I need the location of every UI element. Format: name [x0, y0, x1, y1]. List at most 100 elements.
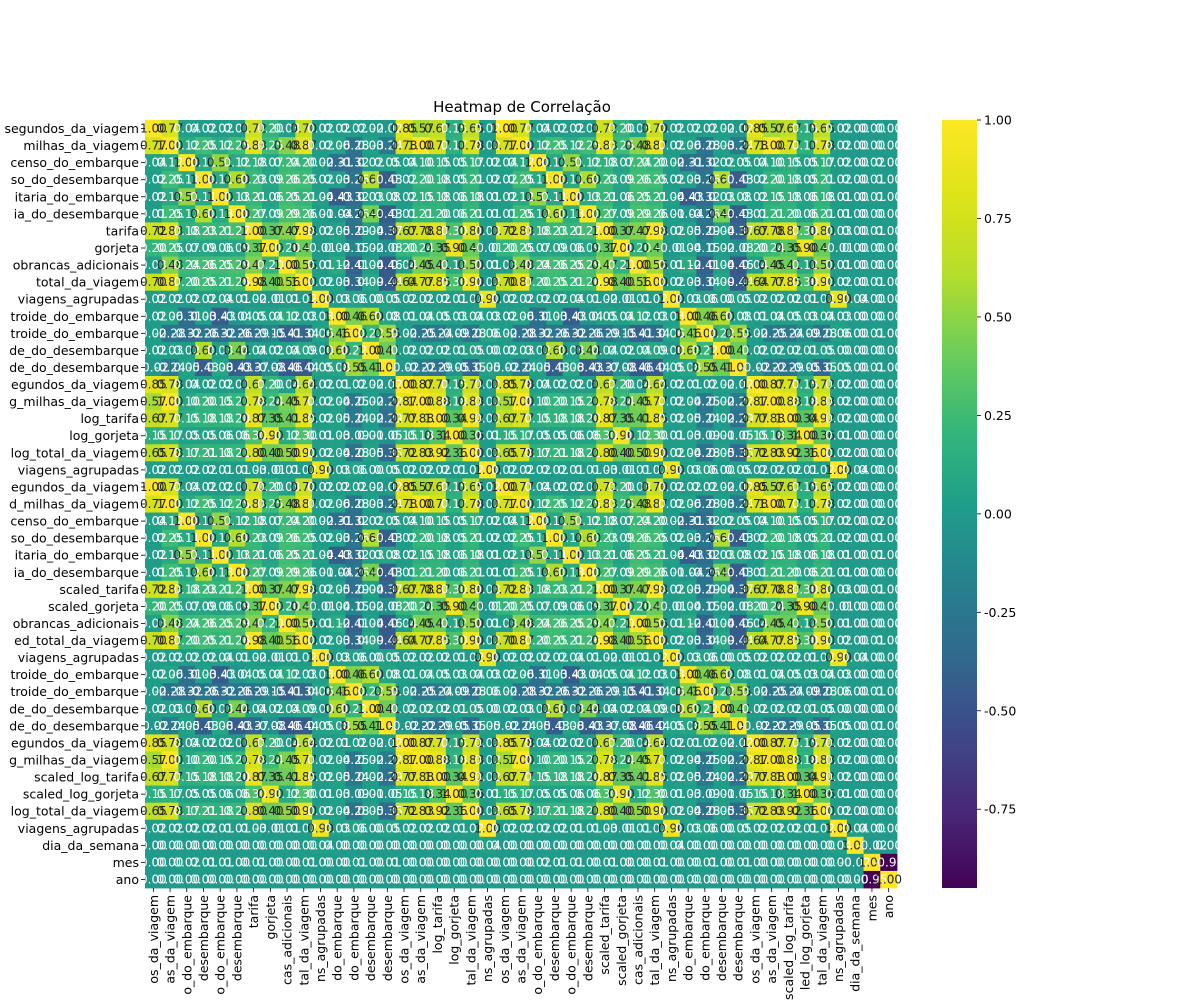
heatmap-cell — [813, 205, 831, 223]
heatmap-cell — [145, 222, 163, 240]
heatmap-cell — [295, 120, 313, 138]
heatmap-cell-value: 0.00 — [875, 378, 902, 392]
heatmap-cell — [195, 222, 213, 240]
heatmap-cell — [679, 154, 697, 172]
y-tick-label: troide_do_embarque — [10, 326, 139, 341]
heatmap-cell — [178, 137, 196, 155]
heatmap-cell — [746, 188, 764, 206]
heatmap-cell-value: 0.00 — [875, 634, 902, 648]
heatmap-cell — [796, 137, 814, 155]
x-tick-label: os_da_viagem — [146, 895, 161, 984]
colorbar-tick-label: 0.50 — [984, 309, 1012, 324]
heatmap-cell-value: 0.00 — [875, 838, 902, 852]
heatmap-cell-value: 0.00 — [875, 514, 902, 528]
heatmap-cell — [780, 171, 798, 189]
heatmap-cell — [345, 205, 363, 223]
x-tick-label: o_do_embarque — [564, 895, 579, 995]
y-tick-label: obrancas_adicionais — [13, 258, 139, 273]
heatmap-cell — [312, 137, 330, 155]
heatmap-cell — [245, 188, 263, 206]
heatmap-cell — [211, 120, 229, 138]
x-tick-label: tal_da_viagem — [296, 895, 311, 985]
heatmap-cell — [362, 154, 380, 172]
x-tick-label: desembarque — [714, 895, 729, 981]
heatmap-cell — [295, 188, 313, 206]
heatmap-cell-value: 0.00 — [875, 497, 902, 511]
heatmap-cell-value: 0.00 — [875, 207, 902, 221]
heatmap-cell — [462, 137, 480, 155]
heatmap-cell — [696, 188, 714, 206]
y-tick-label: scaled_tarifa — [59, 582, 139, 597]
heatmap-cell — [846, 137, 864, 155]
y-tick-label: viagens_agrupadas — [18, 821, 139, 836]
heatmap-cell — [813, 120, 831, 138]
y-tick-label: troide_do_embarque — [10, 684, 139, 699]
heatmap-cell — [378, 205, 397, 223]
heatmap-cell — [830, 171, 848, 189]
heatmap-cell — [261, 171, 280, 189]
y-tick-label: de_do_desembarque — [9, 360, 139, 375]
heatmap-cell — [863, 205, 881, 223]
y-tick-label: so_do_desembarque — [11, 531, 140, 546]
y-tick-label: log_total_da_viagem — [11, 445, 139, 460]
heatmap-cell-value: 0.00 — [875, 275, 902, 289]
heatmap-cell — [211, 222, 229, 240]
heatmap-cell — [495, 171, 514, 189]
heatmap-cell — [863, 120, 881, 138]
heatmap-cell — [763, 205, 781, 223]
heatmap-cell — [412, 188, 430, 206]
heatmap-cell — [562, 154, 580, 172]
y-tick-label: de_do_desembarque — [9, 701, 139, 716]
x-tick-label: cas_adicionais — [280, 895, 295, 985]
heatmap-cell — [278, 137, 296, 155]
x-tick-label: scaled_tarifa — [597, 895, 612, 975]
heatmap-cell — [512, 205, 530, 223]
x-tick-label: tarifa — [246, 895, 261, 928]
chart-title: Heatmap de Correlação — [433, 98, 611, 116]
heatmap-cell — [429, 154, 447, 172]
heatmap-cell — [479, 137, 497, 155]
heatmap-cell — [145, 154, 163, 172]
heatmap-cell-value: -0.95 — [873, 855, 904, 869]
heatmap-cell — [646, 188, 664, 206]
heatmap-cell — [729, 120, 747, 138]
x-tick-label: o_do_embarque — [179, 895, 194, 995]
heatmap-cell-value: 0.00 — [875, 616, 902, 630]
heatmap-cell — [228, 188, 246, 206]
heatmap-cell — [763, 120, 781, 138]
heatmap-cell — [579, 120, 597, 138]
x-tick-label: desembarque — [580, 895, 595, 981]
heatmap-cell — [629, 137, 647, 155]
heatmap-cell — [178, 154, 196, 172]
x-tick-label: mes — [864, 895, 879, 921]
heatmap-cell — [629, 171, 647, 189]
y-tick-label: troide_do_embarque — [10, 309, 139, 324]
heatmap-cell — [880, 120, 898, 138]
heatmap-cell — [261, 205, 280, 223]
heatmap-cell — [261, 154, 280, 172]
heatmap-cell — [529, 171, 547, 189]
heatmap-cell — [211, 154, 229, 172]
heatmap-cell — [295, 205, 313, 223]
heatmap-cell-value: 0.00 — [875, 651, 902, 665]
heatmap-cell — [796, 171, 814, 189]
heatmap-cell — [462, 188, 480, 206]
heatmap-cell — [278, 171, 296, 189]
y-tick-label: total_da_viagem — [36, 275, 139, 290]
heatmap-cell — [713, 154, 731, 172]
heatmap-cell — [713, 137, 731, 155]
x-tick-label: do_embarque — [330, 895, 345, 981]
y-tick-label: log_total_da_viagem — [11, 804, 139, 819]
heatmap-cell — [796, 154, 814, 172]
heatmap-cell — [796, 205, 814, 223]
heatmap-cell — [880, 188, 898, 206]
heatmap-cell — [713, 171, 731, 189]
x-tick-label: do_embarque — [697, 895, 712, 981]
heatmap-cell — [863, 188, 881, 206]
heatmap-cell — [362, 120, 380, 138]
heatmap-cell-value: 0.00 — [875, 736, 902, 750]
heatmap-cell — [780, 205, 798, 223]
colorbar-tick-label: 0.75 — [984, 211, 1012, 226]
heatmap-cell — [729, 154, 747, 172]
heatmap-cell — [596, 188, 614, 206]
